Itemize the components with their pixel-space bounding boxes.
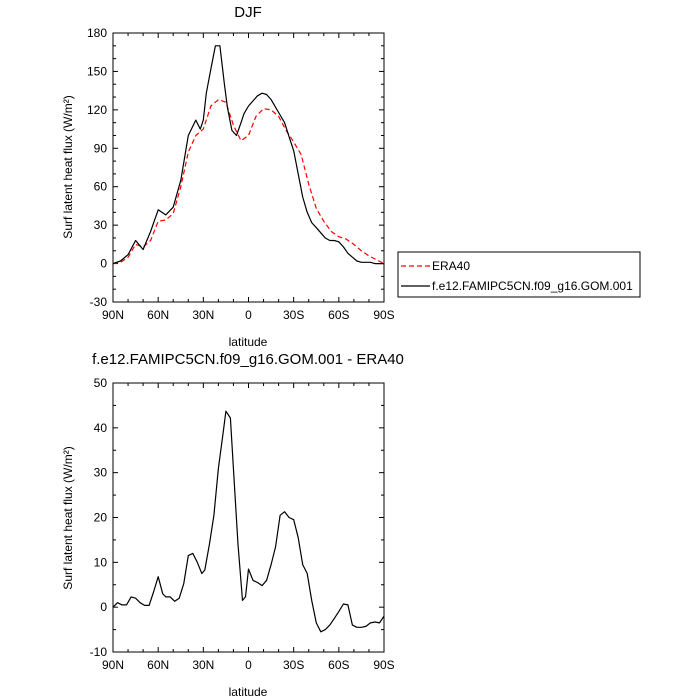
panel-2-y-tick-labels: -10 0 10 20 30 40 50 [90,376,108,659]
panel-1-title: DJF [234,4,262,21]
y-tick-label: 50 [94,376,108,390]
y-tick-label: 120 [87,103,107,117]
x-tick-label: 30S [283,308,304,322]
x-tick-label: 90S [373,658,394,672]
x-tick-label: 0 [245,658,252,672]
panel-2-x-axis-label: latitude [229,685,268,699]
panel-1-y-axis-label: Surf latent heat flux (W/m²) [61,95,75,238]
x-tick-label: 30S [283,658,304,672]
y-tick-label: 10 [94,555,108,569]
panel-djf: DJF -30 0 30 60 90 120 150 180 90N 60N 30N 0 30S 60S… [61,4,641,349]
panel-1-x-tick-labels: 90N 60N 30N 0 30S 60S 90S [102,308,395,322]
panel-2-title: f.e12.FAMIPC5CN.f09_g16.GOM.001 - ERA40 [92,351,404,368]
y-tick-label: 20 [94,511,108,525]
x-tick-label: 60S [328,658,349,672]
y-tick-label: 60 [94,180,108,194]
y-tick-label: 90 [94,141,108,155]
panel-2-x-tick-labels: 90N 60N 30N 0 30S 60S 90S [102,658,395,672]
y-tick-label: -10 [90,645,108,659]
y-tick-label: -30 [90,295,108,309]
panel-1-plot-frame [112,32,385,303]
panel-2-series [112,410,385,633]
y-tick-label: 30 [94,218,108,232]
series-line-difference [112,410,385,633]
series-line-era40 [112,98,385,265]
panel-1-series [112,45,385,265]
x-tick-label: 30N [192,308,214,322]
x-tick-label: 0 [245,308,252,322]
y-tick-label: 0 [100,600,107,614]
y-tick-label: 180 [87,26,107,40]
x-tick-label: 30N [192,658,214,672]
legend-label-era40: ERA40 [432,259,470,273]
x-tick-label: 90S [373,308,394,322]
panel-difference: f.e12.FAMIPC5CN.f09_g16.GOM.001 - ERA40 … [61,351,404,699]
y-tick-label: 30 [94,466,108,480]
y-tick-label: 40 [94,421,108,435]
panel-1-ticks [112,32,385,303]
x-tick-label: 90N [102,308,124,322]
chart-legend: ERA40 f.e12.FAMIPC5CN.f09_g16.GOM.001 [397,251,641,298]
y-tick-label: 0 [100,257,107,271]
x-tick-label: 60N [147,658,169,672]
x-tick-label: 90N [102,658,124,672]
x-tick-label: 60S [328,308,349,322]
panel-2-ticks [112,382,385,653]
panel-1-x-axis-label: latitude [229,335,268,349]
panel-2-y-axis-label: Surf latent heat flux (W/m²) [61,446,75,589]
panel-1-y-tick-labels: -30 0 30 60 90 120 150 180 [87,26,107,309]
y-tick-label: 150 [87,64,107,78]
legend-box [397,251,641,298]
legend-label-model: f.e12.FAMIPC5CN.f09_g16.GOM.001 [432,279,633,293]
x-tick-label: 60N [147,308,169,322]
series-line-f-e12-famipc5cn-f09-g16-gom-001 [112,45,384,265]
panel-2-plot-frame [112,382,385,653]
